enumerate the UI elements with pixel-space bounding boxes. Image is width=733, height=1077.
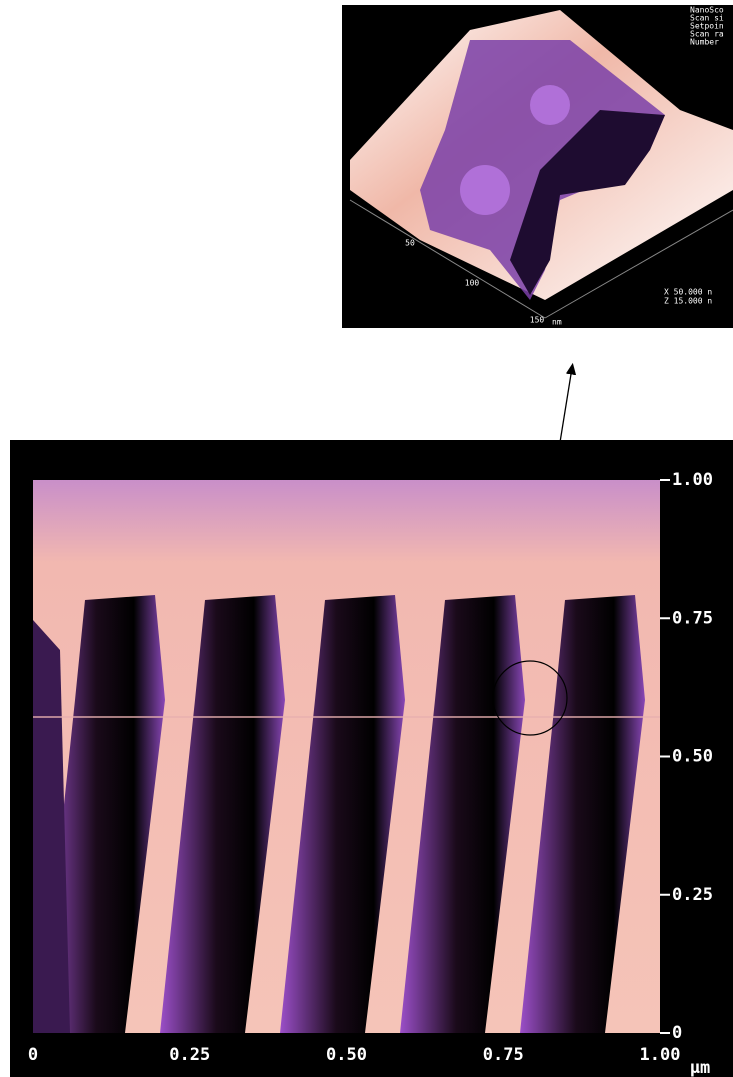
x-tick-label: 0.25 [169,1045,210,1065]
x-tick-label: 0 [28,1045,38,1065]
y-tick-label: 0.75 [672,608,713,628]
figure: µm 00.250.500.751.0000.250.500.751.00Nan… [0,0,733,1077]
y-tick-label: 0 [672,1023,682,1043]
x-tick-label: 0.50 [326,1045,367,1065]
inset-axis-unit: nm [552,318,562,327]
unit-label: µm [690,1058,710,1077]
inset-axis-label: 50 [405,239,415,248]
scale-line: Z 15.000 n [664,297,712,306]
x-tick-label: 1.00 [640,1045,681,1065]
header-line: Number [690,38,719,47]
x-tick-label: 0.75 [483,1045,524,1065]
blob [530,85,570,125]
blob [460,165,510,215]
inset-axis-label: 100 [465,279,480,288]
y-tick-label: 0.50 [672,747,713,767]
y-tick-label: 0.25 [672,885,713,905]
y-tick-label: 1.00 [672,470,713,490]
inset-axis-label: 150 [530,316,545,325]
scale-line: X 50.000 n [664,288,712,297]
